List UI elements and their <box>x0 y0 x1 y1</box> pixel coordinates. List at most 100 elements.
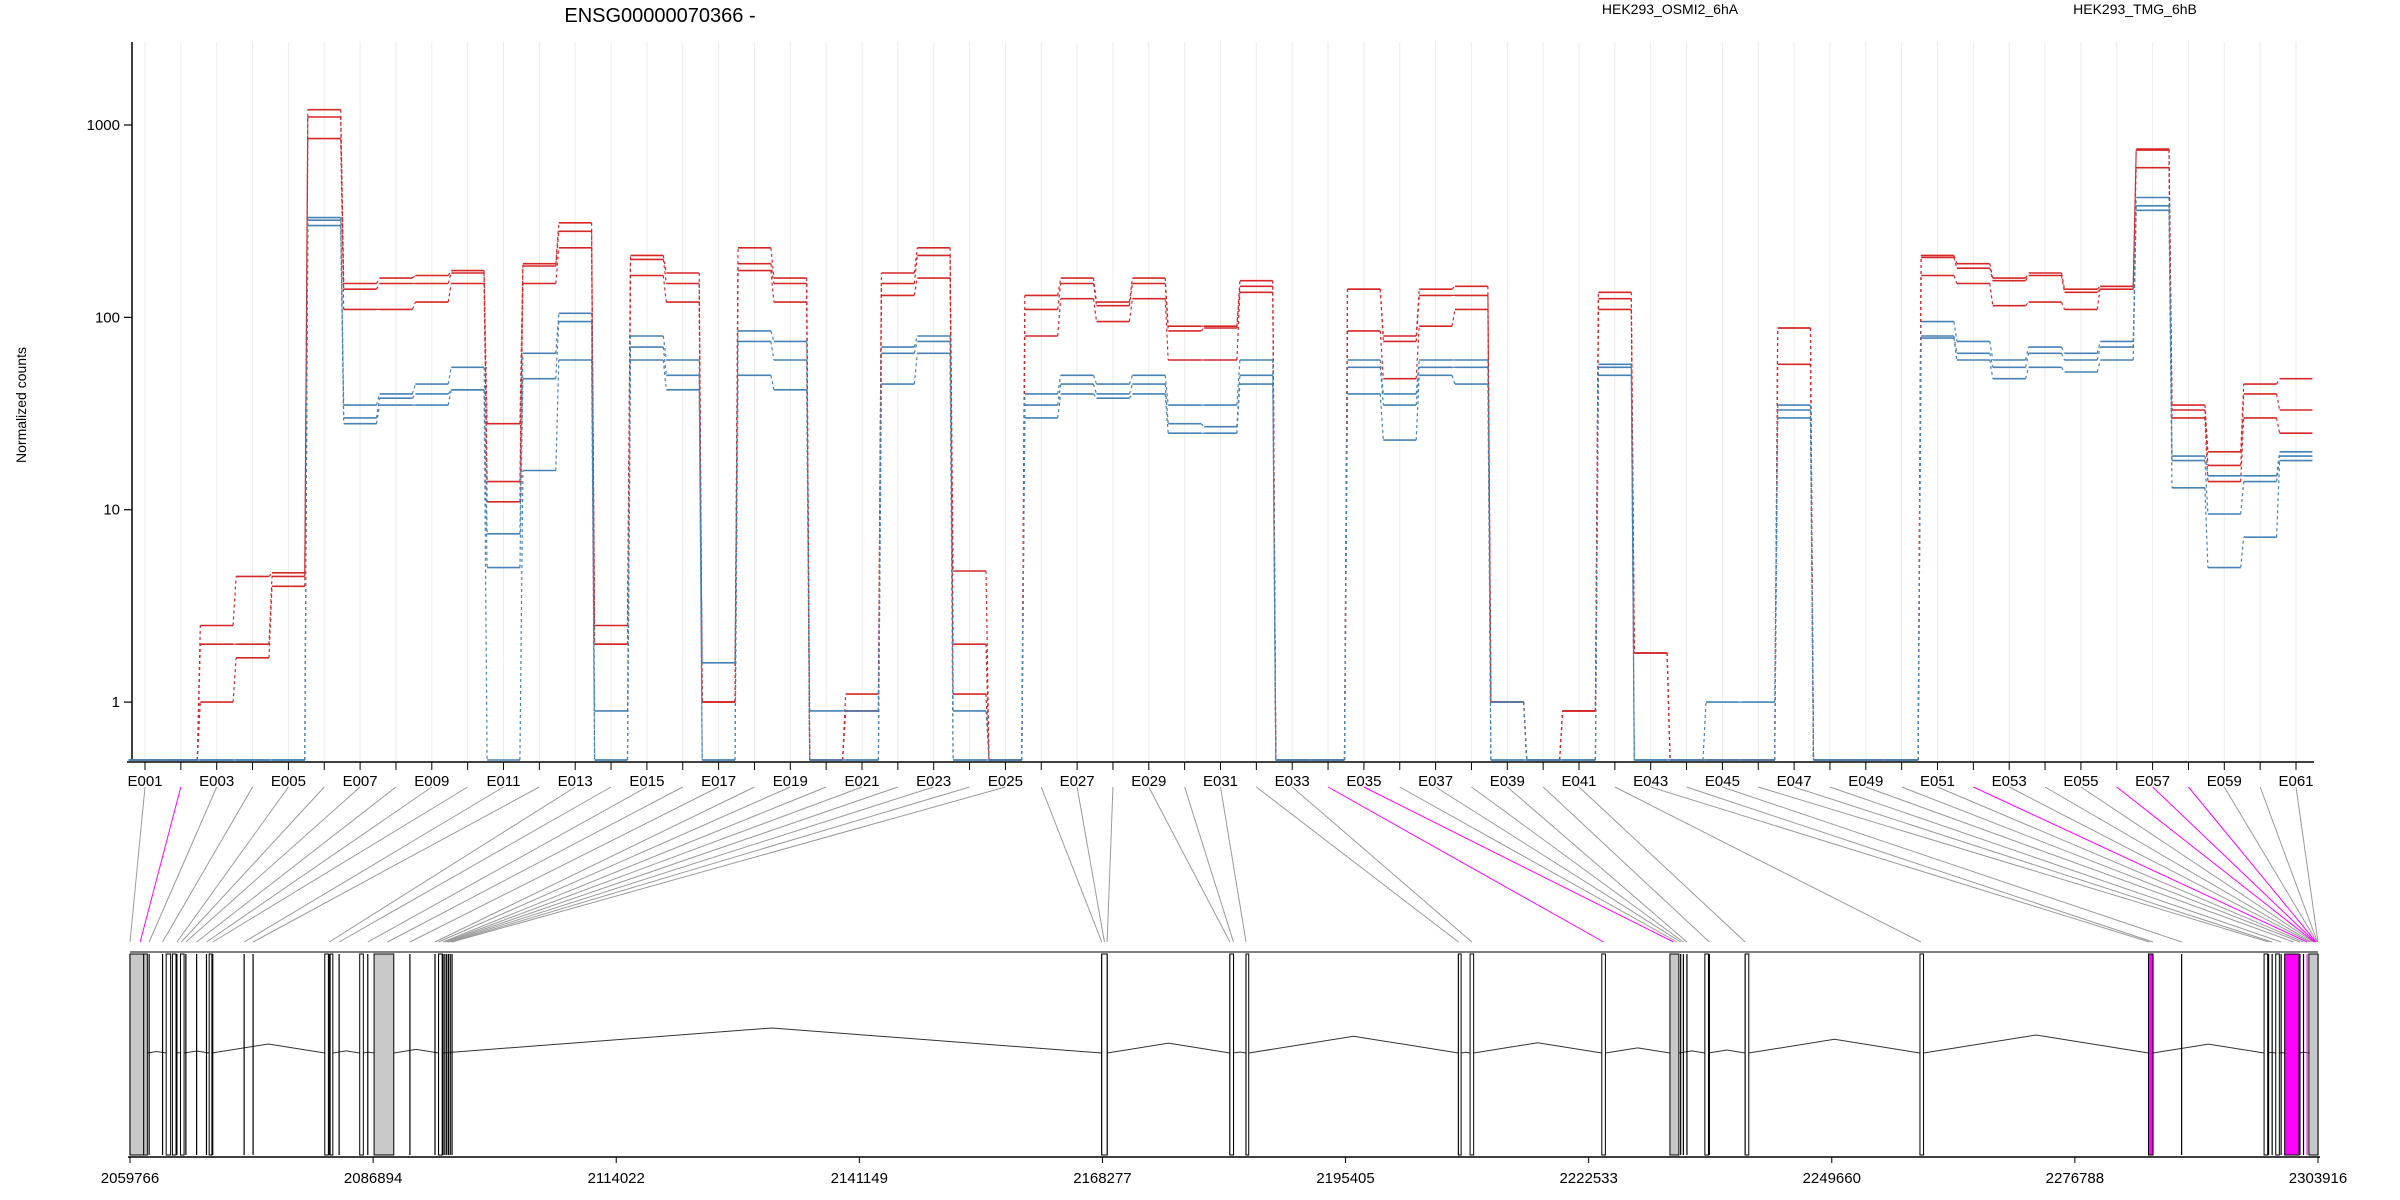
exon-connector <box>387 786 683 943</box>
intron-line <box>1605 1047 1671 1054</box>
exon-connector <box>2259 786 2318 943</box>
exon-connector <box>1184 786 1234 943</box>
exon-connector <box>434 786 755 943</box>
x-tick-label: E047 <box>1777 773 1812 790</box>
y-tick-label: 1000 <box>87 117 120 134</box>
x-tick-label: E051 <box>1920 773 1955 790</box>
exon-connector <box>129 786 146 943</box>
intron-line <box>1473 1042 1602 1054</box>
x-tick-label: E053 <box>1992 773 2027 790</box>
exon-connector <box>442 786 827 943</box>
exon-connector <box>367 786 648 943</box>
chart-title: ENSG00000070366 - <box>564 5 755 27</box>
x-tick-label: E043 <box>1633 773 1668 790</box>
exon-connector <box>409 786 719 943</box>
exon-connector <box>438 786 791 943</box>
exon-connector <box>444 786 863 943</box>
x-tick-label: E055 <box>2063 773 2098 790</box>
exon-axis: E001 E003 E005 E007 E009 E011 E013 E015 E017 E019… <box>127 761 2314 790</box>
intron-line <box>1708 1049 1746 1054</box>
genomic-tick-label: 2276788 <box>2046 1170 2104 1187</box>
exon-connector <box>139 786 182 943</box>
x-tick-label: E059 <box>2207 773 2242 790</box>
genomic-tick-label: 2303916 <box>2289 1170 2347 1187</box>
x-tick-label: E061 <box>2278 773 2313 790</box>
exon-connector <box>162 786 253 943</box>
exon-connector <box>185 786 361 943</box>
exon-connector <box>206 786 433 943</box>
exon-connector <box>252 786 540 943</box>
genomic-tick-label: 2114022 <box>588 1170 645 1187</box>
exon-connector <box>1937 786 2304 943</box>
exon-connector <box>1256 786 1459 943</box>
exon-block <box>359 953 364 1156</box>
exon-connectors <box>129 786 2319 943</box>
exon-block <box>1744 953 1750 1156</box>
exon-connector <box>2080 786 2314 943</box>
x-tick-label: E013 <box>558 773 593 790</box>
exon-connector <box>1758 786 2269 943</box>
exon-block <box>1669 953 1680 1156</box>
y-axis: 1 10 100 1000 <box>87 42 133 760</box>
x-tick-label: E007 <box>343 773 378 790</box>
exon-connector <box>446 786 899 943</box>
exon-connector <box>1578 786 1746 943</box>
exon-connector <box>176 786 289 943</box>
exon-connector <box>1506 786 1688 943</box>
exon-block <box>208 953 213 1156</box>
exon-connector <box>1076 786 1105 943</box>
x-tick-label: E003 <box>199 773 234 790</box>
intron-line <box>1248 1035 1459 1054</box>
x-tick-label: E035 <box>1346 773 1381 790</box>
x-tick-label: E009 <box>414 773 449 790</box>
genomic-tick-label: 2059766 <box>101 1170 159 1187</box>
x-tick-label: E011 <box>487 773 521 790</box>
x-tick-label: E039 <box>1490 773 1525 790</box>
exon-block <box>171 953 177 1156</box>
x-tick-label: E033 <box>1275 773 1310 790</box>
exon-block <box>1919 953 1925 1156</box>
genomic-tick-label: 2086894 <box>344 1170 402 1187</box>
exon-connector <box>1220 786 1247 943</box>
exon-connector <box>1542 786 1710 943</box>
exon-block <box>2284 953 2300 1156</box>
genomic-tick-label: 2249660 <box>1803 1170 1861 1187</box>
exon-connector <box>2295 786 2319 943</box>
intron-line <box>1107 1042 1230 1054</box>
exon-connector <box>1435 786 1681 943</box>
exon-connector <box>1327 786 1604 943</box>
x-tick-label: E017 <box>701 773 736 790</box>
exon-connector <box>1650 786 2150 943</box>
exon-connector <box>1471 786 1684 943</box>
exon-block <box>1101 953 1108 1156</box>
genomic-tick-label: 2222533 <box>1559 1170 1617 1187</box>
x-tick-label: E027 <box>1060 773 1095 790</box>
exon-connector <box>1722 786 2182 943</box>
x-tick-label: E025 <box>988 773 1023 790</box>
x-tick-label: E031 <box>1203 773 1238 790</box>
intron-line <box>1461 1051 1471 1054</box>
exon-connector <box>1865 786 2294 943</box>
x-tick-label: E005 <box>271 773 306 790</box>
intron-line <box>211 1043 325 1054</box>
exon-block <box>129 953 145 1156</box>
grid-lines <box>144 42 2297 760</box>
genomic-tick-label: 2195405 <box>1316 1170 1374 1187</box>
intron-line <box>147 1050 167 1054</box>
exon-connector <box>1614 786 1922 943</box>
exon-connector <box>1040 786 1103 943</box>
x-tick-label: E001 <box>127 773 162 790</box>
x-tick-label: E037 <box>1418 773 1453 790</box>
intron-line <box>332 1050 360 1054</box>
series-line <box>128 209 2313 761</box>
exon-block <box>438 953 443 1156</box>
exon-block <box>2147 953 2154 1156</box>
exon-connector <box>1106 786 1114 943</box>
exon-block <box>1601 953 1606 1156</box>
exon-connector <box>2008 786 2311 943</box>
exon-connector <box>1793 786 2273 943</box>
exon-block <box>165 953 172 1156</box>
exon-connector <box>328 786 576 943</box>
exon-connector <box>1901 786 2301 943</box>
